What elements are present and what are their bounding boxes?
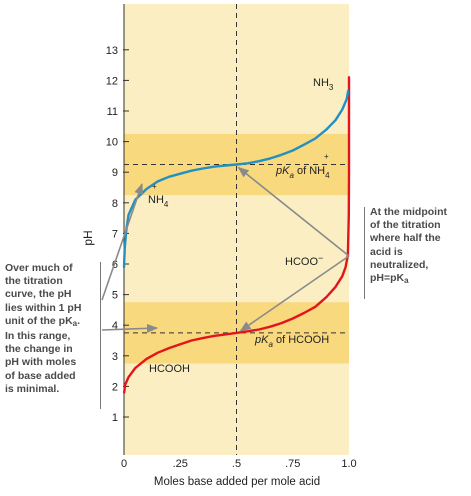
x-tick-label: 0 bbox=[121, 458, 127, 470]
x-tick-label: 1.0 bbox=[341, 458, 356, 470]
nh3-label: NH3 bbox=[313, 77, 334, 92]
nh4-label: NH4 bbox=[148, 194, 169, 209]
arrow-buffer-ammonium bbox=[101, 182, 143, 301]
callout-arrows bbox=[101, 166, 350, 333]
y-tick-label: 6 bbox=[112, 259, 118, 271]
buffer-range-callout: Over much of the titration curve, the pH… bbox=[5, 262, 82, 395]
y-tick-label: 12 bbox=[106, 75, 118, 87]
y-tick-label: 2 bbox=[112, 381, 118, 393]
x-tick-label: .5 bbox=[232, 458, 241, 470]
y-tick-label: 5 bbox=[112, 290, 118, 302]
pka-nh4-plus: + bbox=[324, 152, 329, 161]
right-callout-bar bbox=[364, 207, 365, 299]
y-tick-label: 9 bbox=[112, 167, 118, 179]
curve-hcooh bbox=[123, 76, 351, 394]
x-tick-label: .25 bbox=[173, 458, 188, 470]
arrow-buffer-formate bbox=[101, 323, 159, 333]
y-axis-label: pH bbox=[81, 230, 95, 245]
y-tick-label: 11 bbox=[107, 106, 118, 118]
y-tick-label: 3 bbox=[112, 351, 118, 363]
arrow-midpoint-formate bbox=[239, 255, 350, 332]
midpoint-callout: At the midpoint of the titration where h… bbox=[370, 206, 447, 286]
hcooh-label: HCOOH bbox=[149, 363, 190, 375]
y-tick-label: 1 bbox=[112, 412, 118, 424]
x-axis-label: Moles base added per mole acid bbox=[154, 476, 320, 488]
chart-labels: pH Moles base added per mole acid NH3 pK… bbox=[81, 77, 334, 488]
pka-nh4-label: pKa of NH4 bbox=[275, 165, 330, 180]
y-tick-label: 8 bbox=[112, 198, 118, 210]
y-tick-label: 7 bbox=[112, 228, 118, 240]
y-tick-label: 4 bbox=[112, 320, 118, 332]
pka-hcooh-label: pKa of HCOOH bbox=[254, 334, 329, 349]
left-callout-bar bbox=[100, 262, 101, 409]
arrow-midpoint-ammonium bbox=[237, 166, 350, 257]
hcoo-label: HCOO− bbox=[285, 253, 323, 268]
nh4-plus: + bbox=[152, 182, 157, 191]
y-tick-label: 13 bbox=[106, 45, 118, 57]
y-tick-label: 10 bbox=[106, 137, 118, 149]
x-tick-label: .75 bbox=[285, 458, 300, 470]
